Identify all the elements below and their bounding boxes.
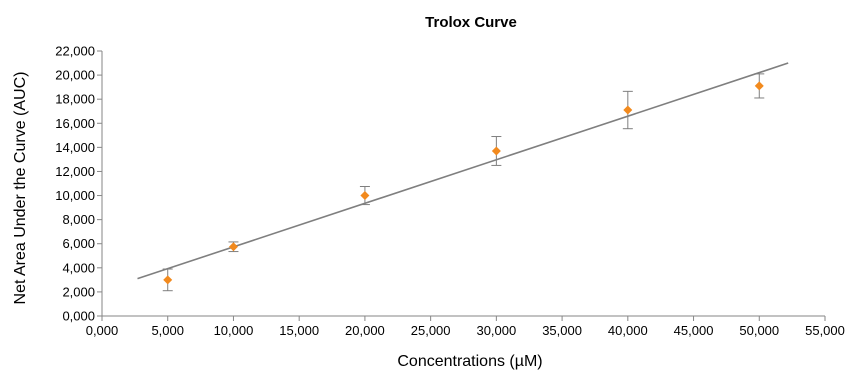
x-tick-label: 20,000	[345, 323, 385, 338]
y-tick-label: 12,000	[55, 164, 95, 179]
data-point	[360, 191, 370, 201]
x-tick-label: 15,000	[279, 323, 319, 338]
x-tick-label: 50,000	[739, 323, 779, 338]
y-tick-label: 2,000	[62, 284, 95, 299]
chart-title: Trolox Curve	[425, 14, 517, 31]
y-tick-label: 0,000	[62, 309, 95, 324]
y-axis-label: Net Area Under the Curve (AUC)	[12, 72, 29, 305]
data-point	[623, 105, 633, 115]
y-tick-label: 6,000	[62, 236, 95, 251]
data-point	[228, 242, 238, 252]
data-point	[163, 275, 173, 285]
x-tick-label: 55,000	[805, 323, 845, 338]
trendline	[137, 62, 789, 280]
x-tick-label: 30,000	[476, 323, 516, 338]
data-point	[491, 146, 501, 156]
y-tick-label: 20,000	[55, 68, 95, 83]
x-tick-label: 0,000	[86, 323, 119, 338]
x-axis-label: Concentrations (µM)	[397, 353, 542, 370]
y-tick-label: 22,000	[55, 44, 95, 59]
x-tick-label: 25,000	[411, 323, 451, 338]
x-tick-label: 35,000	[542, 323, 582, 338]
plot-area: 0,000 2,000 4,000 6,000 8,000 10,000 12,000 14,…	[55, 44, 845, 339]
y-tick-label: 18,000	[55, 92, 95, 107]
data-point	[754, 81, 764, 91]
x-tick-label: 5,000	[151, 323, 184, 338]
y-tick-label: 10,000	[55, 188, 95, 203]
x-tick-label: 10,000	[214, 323, 254, 338]
y-tick-label: 4,000	[62, 260, 95, 275]
x-tick-label: 40,000	[608, 323, 648, 338]
y-tick-label: 16,000	[55, 116, 95, 131]
y-tick-label: 8,000	[62, 212, 95, 227]
y-tick-label: 14,000	[55, 140, 95, 155]
x-tick-label: 45,000	[674, 323, 714, 338]
